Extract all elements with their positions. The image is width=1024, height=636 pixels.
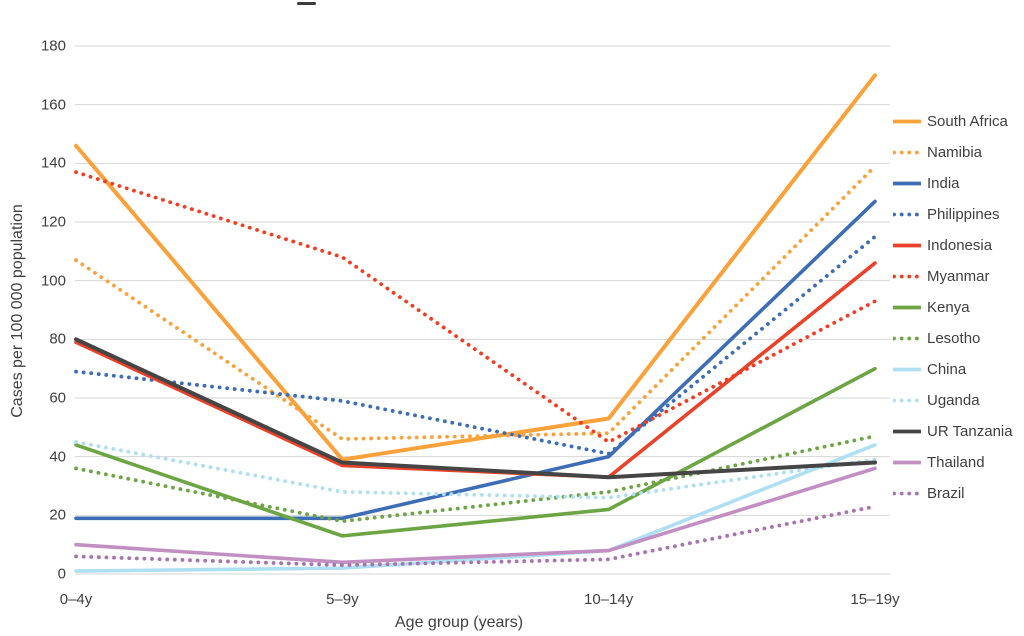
legend-label: India	[927, 175, 960, 192]
y-tick-100: 100	[40, 272, 66, 290]
legend-swatch-dotted-line-icon	[892, 199, 922, 230]
legend-item-indonesia: Indonesia	[892, 230, 1024, 261]
legend-item-india: India	[892, 168, 1024, 199]
legend-swatch-solid-line-icon	[892, 447, 922, 478]
legend-swatch-solid-line-icon	[892, 106, 922, 137]
legend-label: Brazil	[927, 485, 965, 502]
legend-swatch-solid-line-icon	[892, 292, 922, 323]
legend-item-brazil: Brazil	[892, 478, 1024, 509]
legend-swatch-solid-line-icon	[892, 416, 922, 447]
legend-item-china: China	[892, 354, 1024, 385]
y-tick-140: 140	[40, 154, 66, 172]
cropped-title-remnant	[297, 2, 316, 5]
legend-swatch-dotted-line-icon	[892, 323, 922, 354]
series-line-namibia	[74, 164, 877, 441]
legend-swatch-solid-line-icon	[892, 354, 922, 385]
legend-swatch-dotted-line-icon	[892, 385, 922, 416]
y-tick-120: 120	[40, 213, 66, 231]
y-axis-title: Cases per 100 000 population	[9, 204, 26, 418]
legend-label: Philippines	[927, 206, 1000, 223]
legend-item-kenya: Kenya	[892, 292, 1024, 323]
legend-swatch-solid-line-icon	[892, 230, 922, 261]
legend-label: UR Tanzania	[927, 423, 1013, 440]
legend-label: Kenya	[927, 299, 970, 316]
legend-item-thailand: Thailand	[892, 447, 1024, 478]
series-line-south-africa	[74, 73, 877, 462]
series-line-uganda	[74, 440, 877, 500]
series-line-ur-tanzania	[74, 337, 877, 480]
y-tick-40: 40	[49, 448, 66, 466]
legend-item-myanmar: Myanmar	[892, 261, 1024, 292]
y-tick-60: 60	[49, 389, 66, 407]
y-tick-160: 160	[40, 96, 66, 114]
legend-label: Myanmar	[927, 268, 990, 285]
x-tick-1: 0–4y	[59, 591, 93, 608]
series-line-thailand	[74, 466, 877, 565]
y-tick-180: 180	[40, 37, 66, 55]
legend-swatch-dotted-line-icon	[892, 478, 922, 509]
series-line-myanmar	[74, 170, 877, 444]
legend-label: Lesotho	[927, 330, 981, 347]
y-tick-80: 80	[49, 330, 66, 348]
x-axis-title: Age group (years)	[395, 614, 524, 631]
legend-item-uganda: Uganda	[892, 385, 1024, 416]
legend: South Africa Namibia India Philippines Indon…	[892, 106, 1024, 509]
legend-label: Namibia	[927, 144, 983, 161]
series-line-philippines	[74, 234, 877, 456]
legend-item-philippines: Philippines	[892, 199, 1024, 230]
series-line-india	[74, 199, 877, 521]
series-line-lesotho	[74, 434, 877, 524]
y-tick-0: 0	[57, 565, 66, 583]
x-tick-2: 5–9y	[326, 591, 359, 608]
x-tick-4: 15–19y	[850, 591, 900, 608]
x-tick-3: 10–14y	[584, 591, 634, 608]
legend-swatch-solid-line-icon	[892, 168, 922, 199]
legend-label: China	[927, 361, 967, 378]
series-line-china	[74, 443, 877, 573]
legend-label: Thailand	[927, 454, 985, 471]
legend-label: South Africa	[927, 113, 1008, 130]
series-line-indonesia	[74, 261, 877, 480]
legend-swatch-dotted-line-icon	[892, 261, 922, 292]
y-tick-20: 20	[49, 506, 66, 524]
legend-swatch-dotted-line-icon	[892, 137, 922, 168]
legend-label: Indonesia	[927, 237, 993, 254]
legend-item-namibia: Namibia	[892, 137, 1024, 168]
legend-item-ur-tanzania: UR Tanzania	[892, 416, 1024, 447]
legend-item-lesotho: Lesotho	[892, 323, 1024, 354]
legend-label: Uganda	[927, 392, 980, 409]
series-line-brazil	[74, 504, 877, 568]
legend-item-south-africa: South Africa	[892, 106, 1024, 137]
series-line-kenya	[74, 366, 877, 538]
